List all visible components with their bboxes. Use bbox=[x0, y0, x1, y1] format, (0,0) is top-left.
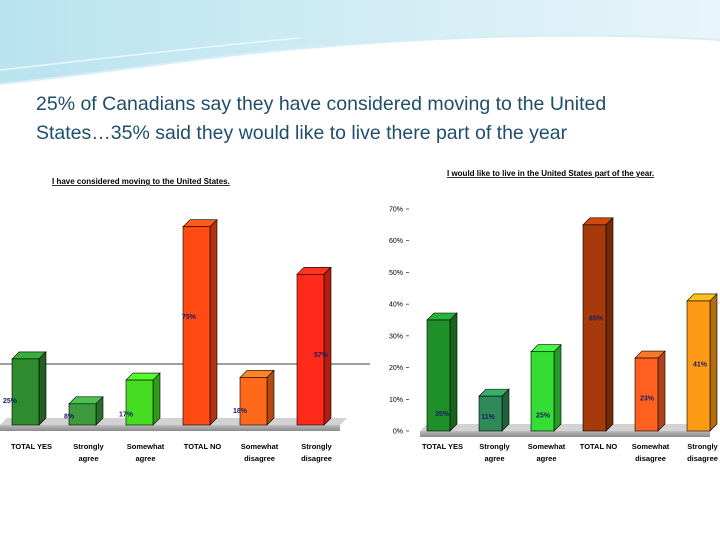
bar-side bbox=[605, 217, 614, 432]
bar-side bbox=[38, 351, 47, 426]
floor-front bbox=[420, 431, 710, 437]
category-label: agree bbox=[536, 454, 556, 463]
bar-value-label: 35% bbox=[435, 411, 450, 418]
category-label: Strongly bbox=[301, 442, 332, 451]
bar-side bbox=[152, 372, 161, 426]
bar-front bbox=[686, 300, 711, 432]
category-label: TOTAL NO bbox=[580, 442, 618, 451]
bar-value-label: 11% bbox=[481, 414, 495, 421]
bar-value-label: 57% bbox=[314, 352, 329, 359]
bar-side bbox=[266, 369, 275, 426]
bar-side bbox=[449, 312, 458, 432]
bar-front bbox=[426, 319, 451, 432]
bar-front bbox=[582, 224, 607, 432]
category-label: TOTAL NO bbox=[184, 442, 222, 451]
bar-front bbox=[634, 357, 659, 432]
bar-front bbox=[125, 379, 154, 426]
category-label: disagree bbox=[244, 454, 275, 463]
chart-right-floor bbox=[420, 424, 717, 437]
bar-5 bbox=[634, 350, 666, 432]
category-label: agree bbox=[135, 454, 155, 463]
chart-right-title: I would like to live in the United State… bbox=[447, 169, 654, 178]
y-tick-label: 40% bbox=[389, 302, 403, 309]
category-label: agree bbox=[484, 454, 504, 463]
bar-side bbox=[657, 350, 666, 432]
category-label: agree bbox=[78, 454, 98, 463]
bar-side bbox=[553, 343, 562, 432]
bar-2 bbox=[68, 396, 104, 426]
bar-front bbox=[478, 395, 503, 432]
bar-front bbox=[68, 403, 97, 426]
bar-6 bbox=[296, 266, 332, 426]
category-label: disagree bbox=[635, 454, 666, 463]
category-label: Strongly bbox=[687, 442, 718, 451]
y-tick-label: 60% bbox=[389, 238, 403, 245]
bar-value-label: 17% bbox=[119, 411, 134, 418]
category-label: TOTAL YES bbox=[422, 442, 463, 451]
bar-value-label: 65% bbox=[589, 316, 604, 323]
bar-front bbox=[296, 273, 325, 426]
y-tick-label: 50% bbox=[389, 270, 403, 277]
floor-front bbox=[0, 425, 340, 431]
bar-2 bbox=[478, 388, 510, 432]
bar-4 bbox=[582, 217, 614, 432]
bar-3 bbox=[125, 372, 161, 426]
category-label: Strongly bbox=[73, 442, 104, 451]
slide-title-line-2: States…35% said they would like to live … bbox=[36, 122, 568, 144]
bar-side bbox=[323, 266, 332, 426]
y-tick-label: 70% bbox=[389, 207, 403, 214]
y-tick-label: 20% bbox=[389, 365, 403, 372]
bar-front bbox=[182, 226, 211, 426]
category-label: Somewhat bbox=[241, 442, 279, 451]
category-label: Strongly bbox=[479, 442, 510, 451]
bar-value-label: 8% bbox=[64, 413, 75, 420]
bar-value-label: 18% bbox=[233, 408, 248, 415]
bar-1 bbox=[426, 312, 458, 432]
bar-front bbox=[530, 351, 555, 432]
bar-value-label: 75% bbox=[182, 314, 197, 321]
bar-front bbox=[239, 377, 268, 426]
bar-5 bbox=[239, 369, 275, 426]
chart-left-floor bbox=[0, 418, 347, 431]
category-label: disagree bbox=[687, 454, 718, 463]
bar-4 bbox=[182, 218, 218, 426]
bar-3 bbox=[530, 343, 562, 432]
chart-left-title: I have considered moving to the United S… bbox=[52, 177, 230, 186]
header-swoosh bbox=[0, 0, 720, 85]
floor-top bbox=[420, 424, 717, 431]
category-label: TOTAL YES bbox=[11, 442, 52, 451]
category-label: Somewhat bbox=[632, 442, 670, 451]
bar-side bbox=[209, 218, 218, 426]
category-label: Somewhat bbox=[528, 442, 566, 451]
y-tick-label: 0% bbox=[393, 429, 403, 436]
bar-value-label: 41% bbox=[693, 361, 708, 368]
slide-title-line-1: 25% of Canadians say they have considere… bbox=[36, 93, 606, 115]
bar-value-label: 25% bbox=[3, 398, 18, 405]
bar-6 bbox=[686, 293, 718, 432]
bar-side bbox=[709, 293, 718, 432]
category-label: disagree bbox=[301, 454, 332, 463]
bar-1 bbox=[11, 351, 47, 426]
bar-front bbox=[11, 358, 40, 426]
category-label: Somewhat bbox=[127, 442, 165, 451]
bar-side bbox=[501, 388, 510, 432]
chart-right: I would like to live in the United State… bbox=[372, 158, 720, 468]
y-tick-label: 10% bbox=[389, 397, 403, 404]
y-tick-label: 30% bbox=[389, 333, 403, 340]
floor-top bbox=[0, 418, 347, 425]
chart-left: I have considered moving to the United S… bbox=[0, 163, 370, 463]
bar-value-label: 25% bbox=[536, 412, 551, 419]
bar-value-label: 23% bbox=[640, 395, 655, 402]
